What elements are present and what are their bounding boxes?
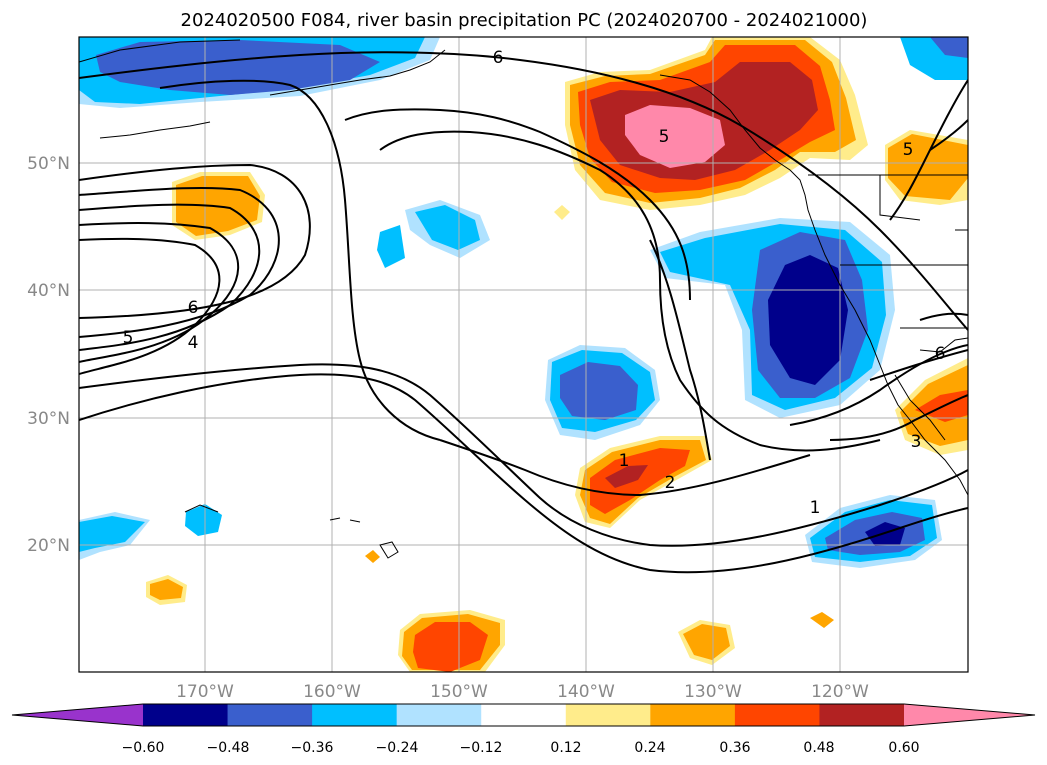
anomaly-bc-red xyxy=(413,622,488,672)
lat-tick: 40°N xyxy=(27,281,70,301)
contour-label: 3 xyxy=(911,432,922,452)
colorbar-tick: −0.48 xyxy=(207,740,250,756)
longitude-ticks: 170°W 160°W 150°W 140°W 130°W 120°W xyxy=(176,682,869,702)
anomaly-hawaii-west xyxy=(185,504,222,536)
anomaly-california-navy xyxy=(768,255,848,385)
anomaly-central-blue xyxy=(560,362,638,420)
colorbar-tick: −0.36 xyxy=(291,740,334,756)
gridlines xyxy=(79,37,968,672)
colorbar-segment xyxy=(819,704,905,726)
lon-tick: 130°W xyxy=(684,682,742,702)
contour-label: 6 xyxy=(188,298,199,318)
colorbar-segment xyxy=(481,704,567,726)
colorbar-tick: 0.60 xyxy=(888,740,919,756)
contour-label: 6 xyxy=(493,48,504,68)
colorbar-tick: −0.12 xyxy=(460,740,503,756)
colorbar-tick: −0.60 xyxy=(122,740,165,756)
anomaly-sub-brown xyxy=(605,465,648,488)
lon-tick: 140°W xyxy=(557,682,615,702)
lon-tick: 150°W xyxy=(430,682,488,702)
map-frame xyxy=(78,36,969,673)
lon-tick: 170°W xyxy=(176,682,234,702)
colorbar-segment xyxy=(565,704,651,726)
colorbar-tick: 0.24 xyxy=(634,740,665,756)
colorbar-segment xyxy=(734,704,820,726)
contour-label: 2 xyxy=(665,473,676,493)
figure-title: 2024020500 F084, river basin precipitati… xyxy=(181,10,868,31)
colorbar-ticks: −0.60 −0.48 −0.36 −0.24 −0.12 0.12 0.24 … xyxy=(122,740,920,756)
anomaly-sm-orange xyxy=(150,579,183,600)
anomaly-ne-blue xyxy=(930,37,968,58)
colorbar-tick: 0.48 xyxy=(803,740,834,756)
colorbar-tick: 0.12 xyxy=(550,740,581,756)
contour-label: 6 xyxy=(935,344,946,364)
latitude-ticks: 50°N 40°N 30°N 20°N xyxy=(27,154,70,556)
contour-labels: 6 5 6 5 4 1 2 1 3 6 5 xyxy=(123,48,946,518)
lon-tick: 120°W xyxy=(811,682,869,702)
anomaly-gulf-pink xyxy=(625,105,725,168)
contour-label: 1 xyxy=(619,451,630,471)
anomaly-dot xyxy=(554,205,570,220)
colorbar-segment xyxy=(312,704,398,726)
colorbar-outline xyxy=(11,703,1036,727)
contour-label: 5 xyxy=(903,140,914,160)
anomaly-tiny xyxy=(365,550,380,563)
lat-tick: 30°N xyxy=(27,409,70,429)
lat-tick: 50°N xyxy=(27,154,70,174)
colorbar-segment xyxy=(650,704,736,726)
anomaly-ne-orange xyxy=(888,134,968,200)
colorbar-extend-low xyxy=(12,704,143,726)
contour-label: 5 xyxy=(659,127,670,147)
anomaly-mid-cyan2 xyxy=(415,205,480,250)
anomaly-mid-left xyxy=(377,225,405,268)
map-panel: 6 5 6 5 4 1 2 1 3 6 5 xyxy=(79,37,968,672)
lat-tick: 20°N xyxy=(27,536,70,556)
contour-label: 5 xyxy=(123,328,134,348)
anomaly-br-dot xyxy=(810,612,834,628)
contour-lines xyxy=(79,51,968,574)
colorbar-tick: −0.24 xyxy=(376,740,419,756)
colorbar-segment xyxy=(143,704,229,726)
colorbar-segment xyxy=(227,704,313,726)
anomaly-sw-cyan xyxy=(79,516,145,552)
contour-label: 4 xyxy=(188,333,199,353)
contour-label: 1 xyxy=(810,498,821,518)
anomaly-sub-red xyxy=(590,448,690,514)
anomaly-br-orange xyxy=(683,624,730,660)
colorbar xyxy=(11,703,1036,727)
colorbar-extend-high xyxy=(904,704,1035,726)
lon-tick: 160°W xyxy=(303,682,361,702)
colorbar-tick: 0.36 xyxy=(719,740,750,756)
colorbar-segment xyxy=(396,704,482,726)
